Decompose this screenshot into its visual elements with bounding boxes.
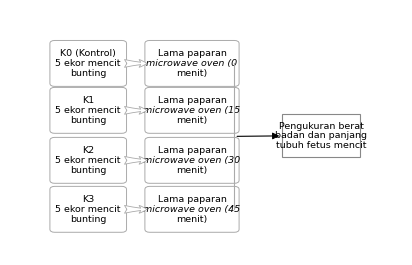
Text: Lama paparan: Lama paparan (157, 96, 227, 105)
FancyBboxPatch shape (50, 87, 126, 133)
Text: Lama paparan: Lama paparan (157, 195, 227, 204)
Text: microwave oven (15: microwave oven (15 (143, 106, 241, 115)
Text: tubuh fetus mencit: tubuh fetus mencit (276, 141, 367, 150)
FancyBboxPatch shape (145, 186, 239, 232)
Text: bunting: bunting (70, 215, 106, 224)
Text: 5 ekor mencit: 5 ekor mencit (56, 106, 121, 115)
FancyBboxPatch shape (50, 137, 126, 183)
Text: Lama paparan: Lama paparan (157, 146, 227, 155)
Text: menit): menit) (176, 166, 208, 175)
Text: 5 ekor mencit: 5 ekor mencit (56, 205, 121, 214)
Text: 5 ekor mencit: 5 ekor mencit (56, 156, 121, 165)
Text: badan dan panjang: badan dan panjang (275, 131, 368, 140)
FancyBboxPatch shape (50, 186, 126, 232)
FancyBboxPatch shape (50, 41, 126, 86)
FancyBboxPatch shape (145, 137, 239, 183)
Text: microwave oven (30: microwave oven (30 (143, 156, 241, 165)
Text: microwave oven (45: microwave oven (45 (143, 205, 241, 214)
Text: bunting: bunting (70, 69, 106, 78)
Text: K3: K3 (82, 195, 94, 204)
Text: Pengukuran berat: Pengukuran berat (279, 122, 364, 131)
FancyBboxPatch shape (145, 87, 239, 133)
FancyBboxPatch shape (145, 41, 239, 86)
Bar (282, 114, 360, 157)
Text: menit): menit) (176, 215, 208, 224)
Text: bunting: bunting (70, 166, 106, 175)
Text: Lama paparan: Lama paparan (157, 49, 227, 58)
Text: 5 ekor mencit: 5 ekor mencit (56, 59, 121, 68)
Text: bunting: bunting (70, 116, 106, 125)
Text: menit): menit) (176, 69, 208, 78)
Text: menit): menit) (176, 116, 208, 125)
Text: K0 (Kontrol): K0 (Kontrol) (60, 49, 116, 58)
Text: K2: K2 (82, 146, 94, 155)
Text: K1: K1 (82, 96, 94, 105)
Text: microwave oven (0: microwave oven (0 (146, 59, 238, 68)
